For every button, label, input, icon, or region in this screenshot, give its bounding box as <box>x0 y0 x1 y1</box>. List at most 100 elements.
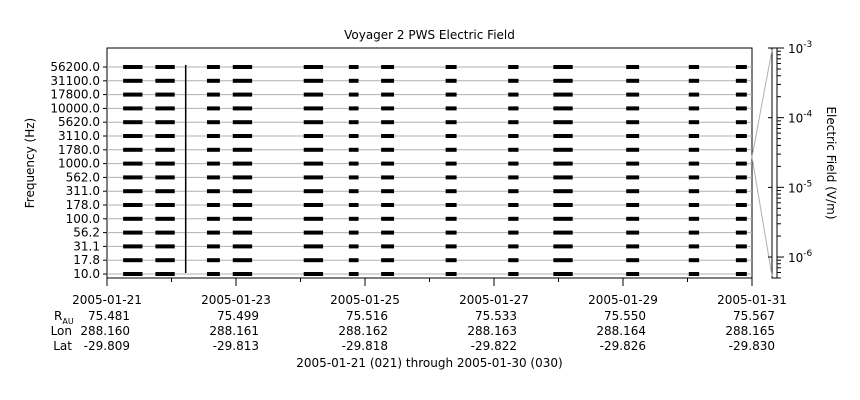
data-segment <box>381 92 395 97</box>
data-segment <box>348 216 359 221</box>
data-segment <box>626 78 640 83</box>
data-segment <box>626 134 640 138</box>
data-segment <box>688 92 700 97</box>
data-segment <box>206 161 220 166</box>
data-segment <box>508 161 519 166</box>
data-segment <box>735 134 747 138</box>
data-segment <box>553 216 573 221</box>
data-segment <box>303 120 324 125</box>
data-segment <box>123 216 143 221</box>
data-segment <box>553 65 573 69</box>
data-segment <box>123 189 143 194</box>
data-segment <box>508 78 519 83</box>
data-segment <box>348 175 359 180</box>
ephemeris-value: 75.516 <box>346 309 388 323</box>
data-segment <box>303 65 324 69</box>
data-segment <box>155 230 175 235</box>
data-segment <box>348 120 359 125</box>
data-segment <box>303 258 324 263</box>
y-tick-label: 31100.0 <box>50 74 100 88</box>
colorbar-tick-exponent: -4 <box>803 110 812 120</box>
data-segment <box>155 147 175 152</box>
data-segment <box>232 216 253 221</box>
data-segment <box>445 134 457 138</box>
data-segment <box>626 244 640 249</box>
data-segment <box>381 65 395 69</box>
data-segment <box>123 92 143 97</box>
colorbar-tick-label: 10-5 <box>788 179 812 195</box>
data-segment <box>206 230 220 235</box>
colorbar-connector <box>751 49 773 158</box>
data-segment <box>155 65 175 69</box>
ephemeris-value: -29.830 <box>729 339 775 353</box>
ephemeris-value: -29.826 <box>600 339 646 353</box>
data-segment <box>688 175 700 180</box>
ephemeris-value: -29.822 <box>471 339 517 353</box>
data-segment <box>206 120 220 125</box>
data-segment <box>445 230 457 235</box>
data-segment <box>206 92 220 97</box>
colorbar-tick-exponent: -3 <box>803 40 812 50</box>
data-segment <box>303 78 324 83</box>
data-segment <box>123 203 143 207</box>
data-segment <box>688 258 700 263</box>
data-segment <box>348 106 359 111</box>
data-segment <box>303 244 324 249</box>
ephemeris-value: -29.818 <box>342 339 388 353</box>
data-segment <box>688 272 700 276</box>
y-tick-label: 1780.0 <box>58 143 100 157</box>
ephemeris-value: 288.160 <box>80 324 130 338</box>
data-segment <box>381 78 395 83</box>
data-segment <box>381 216 395 221</box>
data-segment <box>232 65 253 69</box>
x-axis-label: 2005-01-21 (021) through 2005-01-30 (030… <box>296 356 562 370</box>
data-segment <box>123 161 143 166</box>
data-segment <box>232 106 253 111</box>
data-segment <box>348 258 359 263</box>
data-segment <box>508 203 519 207</box>
data-segment <box>688 216 700 221</box>
data-segment <box>348 65 359 69</box>
data-segment <box>303 134 324 138</box>
y-axis-label: Frequency (Hz) <box>23 118 37 209</box>
colorbar-connector <box>751 156 773 277</box>
data-segment <box>626 161 640 166</box>
data-segment <box>735 258 747 263</box>
data-segment <box>123 78 143 83</box>
ephemeris-value: 288.162 <box>338 324 388 338</box>
data-segment <box>155 161 175 166</box>
data-segment <box>626 230 640 235</box>
data-segment <box>445 147 457 152</box>
data-segment <box>445 175 457 180</box>
ephemeris-value: -29.809 <box>84 339 130 353</box>
data-segment <box>445 189 457 194</box>
x-tick-label: 2005-01-27 <box>459 293 529 307</box>
data-segment <box>553 203 573 207</box>
data-segment <box>206 175 220 180</box>
x-tick-label: 2005-01-23 <box>201 293 271 307</box>
colorbar-tick-exponent: -5 <box>803 179 812 189</box>
data-segment <box>445 78 457 83</box>
data-segment <box>553 78 573 83</box>
data-segment <box>381 230 395 235</box>
data-segment <box>206 147 220 152</box>
data-segment <box>508 134 519 138</box>
data-segment <box>206 189 220 194</box>
data-segment <box>303 216 324 221</box>
data-segment <box>735 65 747 69</box>
data-segment <box>123 106 143 111</box>
colorbar-label: Electric Field (V/m) <box>824 106 838 219</box>
data-segment <box>232 147 253 152</box>
data-segment <box>445 258 457 263</box>
data-segment <box>626 189 640 194</box>
data-segment <box>123 65 143 69</box>
data-segment <box>445 92 457 97</box>
data-segment <box>232 189 253 194</box>
data-segment <box>303 147 324 152</box>
data-segment <box>348 147 359 152</box>
data-segment <box>508 106 519 111</box>
data-segment <box>626 258 640 263</box>
ephemeris-value: 288.163 <box>467 324 517 338</box>
ephemeris-row-label-sub: AU <box>62 317 73 326</box>
